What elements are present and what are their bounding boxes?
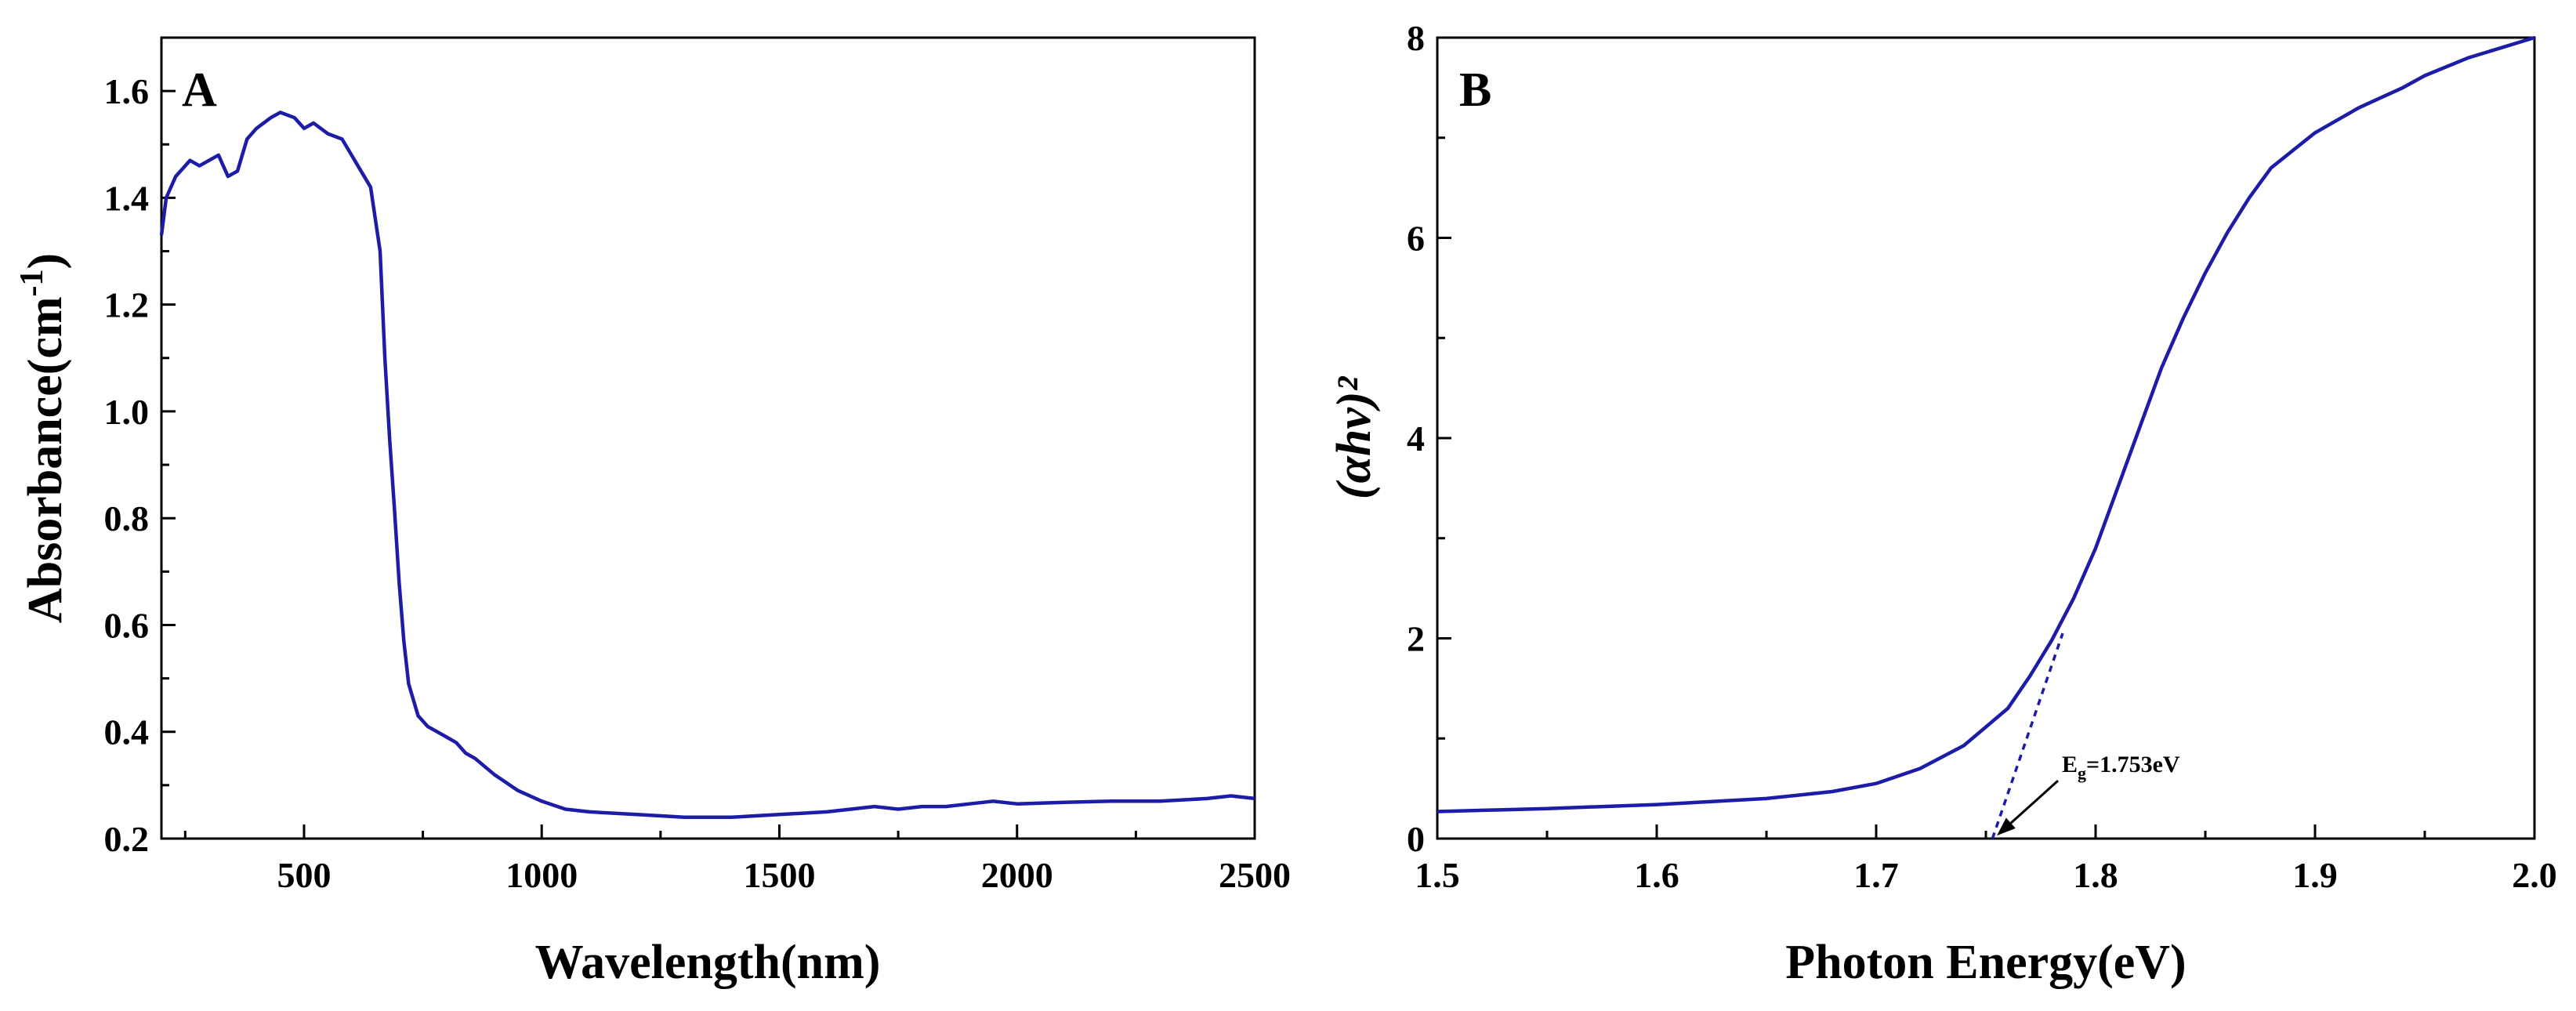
y-ticks-a: 0.2 0.4 0.6 0.8 1.0 1.2 1.4 1.6 — [104, 71, 176, 859]
x-tick-label: 1.8 — [2073, 855, 2118, 895]
y-ticks-b: 0 2 4 6 8 — [1407, 18, 1451, 859]
y-tick-label: 0 — [1407, 819, 1425, 859]
annotation-arrow — [2002, 780, 2060, 832]
y-tick-label: 0.8 — [104, 498, 150, 538]
absorbance-series-line — [159, 111, 1255, 819]
y-axis-title-a: Absorbance(cm-1) — [14, 253, 72, 623]
panel-a: 0.2 0.4 0.6 0.8 1.0 1.2 1.4 1.6 500 1000 1500 2000… — [14, 36, 1291, 989]
y-tick-label: 6 — [1407, 219, 1425, 259]
bandgap-annotation-sub: g — [2078, 763, 2086, 783]
x-axis-title-a: Wavelength(nm) — [535, 936, 881, 989]
x-tick-label: 1.6 — [1634, 855, 1679, 895]
x-tick-label: 2000 — [981, 855, 1053, 895]
panel-label-b: B — [1459, 63, 1491, 117]
y-tick-label: 4 — [1407, 419, 1425, 458]
x-tick-label: 1.5 — [1415, 855, 1460, 895]
panel-label-a: A — [182, 63, 217, 117]
x-tick-label: 2500 — [1219, 855, 1291, 895]
y-tick-label: 1.4 — [104, 178, 150, 218]
bandgap-annotation: Eg=1.753eV — [2062, 752, 2180, 783]
bandgap-annotation-tail: =1.753eV — [2086, 752, 2180, 777]
y-tick-label: 8 — [1407, 18, 1425, 58]
y-axis-title-a-tail: ) — [19, 253, 72, 270]
x-ticks-a: 500 1000 1500 2000 2500 — [183, 824, 1291, 895]
x-tick-label: 500 — [277, 855, 331, 895]
y-tick-label: 1.0 — [104, 392, 150, 432]
y-tick-label: 0.2 — [104, 819, 150, 859]
y-axis-title-a-main: Absorbance(cm — [19, 296, 72, 623]
bandgap-annotation-main: E — [2062, 752, 2078, 777]
plot-frame-a — [160, 36, 1256, 840]
x-tick-label: 2.0 — [2512, 855, 2557, 895]
y-tick-label: 0.4 — [104, 712, 150, 752]
x-tick-label: 1.7 — [1853, 855, 1899, 895]
y-axis-title-a-sup: -1 — [14, 269, 50, 296]
y-tick-label: 0.6 — [104, 605, 150, 645]
x-tick-label: 1000 — [505, 855, 578, 895]
y-tick-label: 1.6 — [104, 71, 150, 111]
y-tick-label: 2 — [1407, 619, 1425, 659]
x-axis-title-b: Photon Energy(eV) — [1785, 936, 2186, 989]
linear-fit-extrapolation — [1991, 632, 2064, 839]
y-tick-label: 1.2 — [104, 285, 150, 325]
annotation-arrowhead — [1997, 817, 2016, 836]
x-tick-label: 1500 — [743, 855, 815, 895]
y-axis-title-b: (αhν)² — [1328, 376, 1381, 500]
tauc-series-line — [1437, 35, 2535, 814]
panel-b: 0 2 4 6 8 1.5 1.6 1.7 1.8 1.9 2.0 B Eg=1.753eV Ph… — [1328, 18, 2557, 989]
x-ticks-b: 1.5 1.6 1.7 1.8 1.9 2.0 — [1415, 824, 2557, 895]
x-tick-label: 1.9 — [2292, 855, 2338, 895]
plot-frame-b — [1436, 36, 2536, 840]
